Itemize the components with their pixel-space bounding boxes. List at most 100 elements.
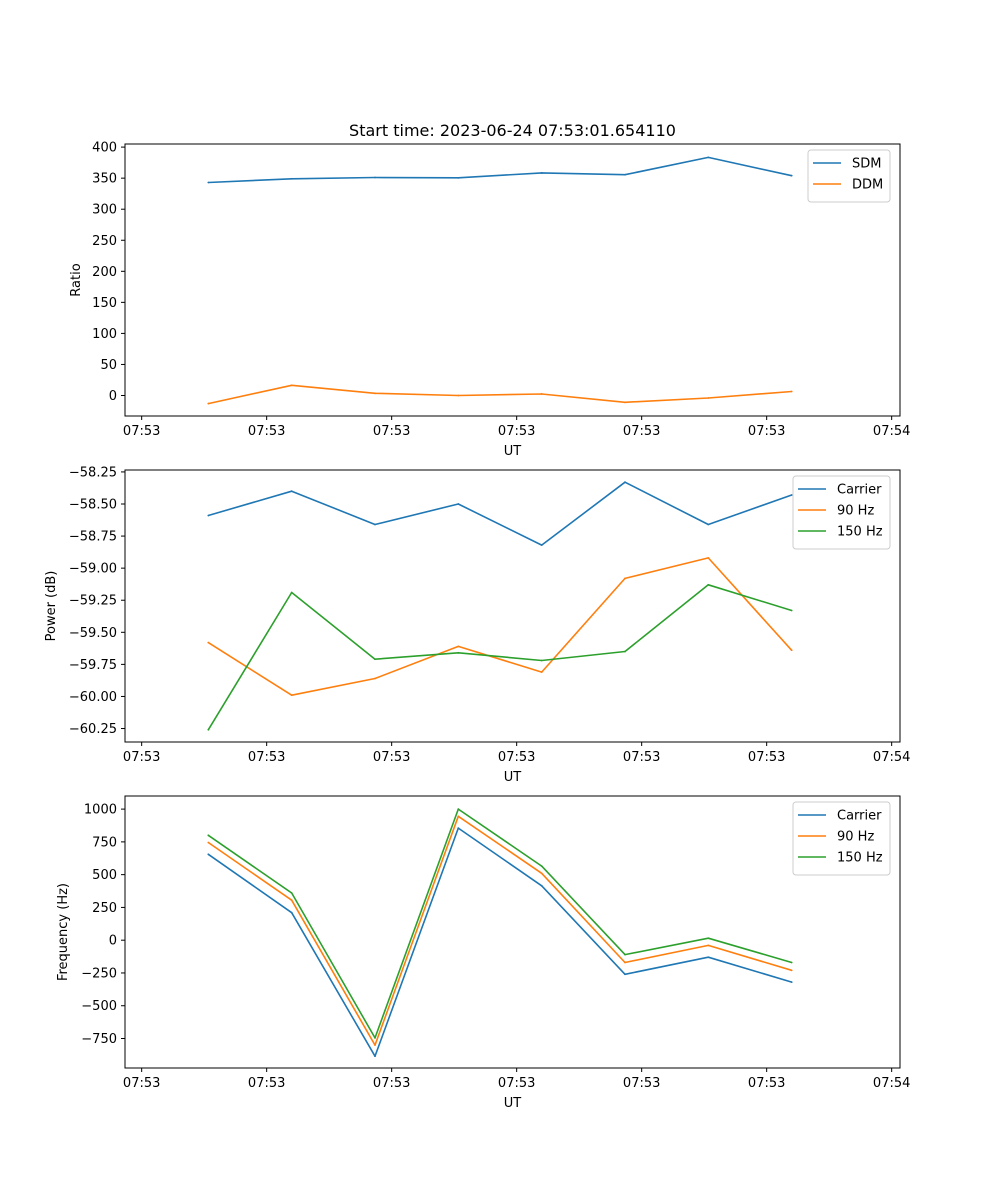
- data-point: [374, 658, 376, 661]
- y-tick-label: 200: [92, 265, 117, 280]
- data-point: [290, 892, 293, 894]
- data-point: [540, 865, 543, 868]
- x-tick-label: 07:53: [623, 750, 660, 765]
- x-tick-label: 07:53: [748, 1076, 785, 1091]
- data-point: [457, 394, 460, 397]
- data-point: [540, 671, 543, 673]
- plot-area-frame: [124, 795, 901, 1069]
- data-point: [707, 523, 710, 526]
- y-tick-label: 150: [92, 296, 117, 311]
- y-tick-label: 250: [92, 234, 117, 249]
- data-point: [457, 176, 460, 179]
- x-tick-label: 07:53: [373, 1076, 410, 1091]
- legend-entry-label: SDM: [852, 157, 881, 172]
- x-axis-label: UT: [504, 444, 522, 459]
- data-point: [207, 834, 210, 837]
- y-tick-label: −59.25: [69, 594, 117, 609]
- plot-area-frame: [124, 469, 901, 743]
- series-line-sdm: [208, 156, 792, 184]
- x-tick-label: 07:53: [498, 750, 535, 765]
- y-tick-label: 750: [92, 835, 117, 850]
- data-point: [707, 937, 710, 940]
- y-tick-label: −500: [81, 999, 117, 1014]
- series-line-ddm: [208, 384, 792, 405]
- legend-entry-label: 150 Hz: [837, 851, 883, 866]
- legend-entry-label: Carrier: [837, 809, 882, 824]
- chart-panel-1: 0 50 100 150 200 250 300 350 400 07:53 07:53 07:53 0…: [69, 141, 910, 459]
- x-tick-label: 07:53: [248, 1076, 285, 1091]
- x-tick-label: 07:53: [748, 424, 785, 439]
- y-tick-label: 350: [92, 172, 117, 187]
- data-point: [207, 853, 210, 856]
- data-point: [707, 944, 710, 947]
- data-point: [457, 815, 460, 818]
- y-tick-label: −60.00: [69, 690, 117, 705]
- data-point: [707, 583, 710, 586]
- data-point: [540, 884, 543, 887]
- data-point: [790, 981, 793, 984]
- y-tick-label: 0: [109, 934, 117, 949]
- series-line-150-hz: [207, 808, 792, 1039]
- legend-entry-label: DDM: [852, 178, 883, 193]
- legend-entry-label: 90 Hz: [837, 504, 874, 519]
- legend-entry-label: Carrier: [837, 483, 882, 498]
- data-point: [790, 494, 793, 496]
- series-line-carrier: [208, 481, 792, 546]
- data-point: [790, 390, 793, 393]
- data-point: [790, 609, 793, 612]
- data-point: [540, 872, 543, 875]
- y-tick-label: −59.75: [69, 658, 117, 673]
- x-tick-label: 07:53: [373, 750, 410, 765]
- data-point: [207, 841, 210, 844]
- data-point: [624, 577, 626, 580]
- data-point: [540, 393, 543, 395]
- chart-panel-2: −60.25 −60.00 −59.75 −59.50 −59.25 −59.00 −58.…: [44, 465, 910, 785]
- legend: Carrier 90 Hz 150 Hz: [792, 475, 891, 550]
- data-point: [790, 969, 793, 972]
- chart-panel-3: −750 −500 −250 0 250 500 750 1000 07:53 07:53 07:5…: [56, 795, 910, 1111]
- x-tick-label: 07:53: [248, 750, 285, 765]
- data-point: [624, 650, 626, 653]
- data-point: [457, 503, 460, 505]
- data-point: [374, 392, 376, 395]
- x-tick-label: 07:53: [498, 424, 535, 439]
- x-tick-label: 07:54: [873, 1076, 910, 1091]
- y-tick-label: −750: [81, 1032, 117, 1047]
- data-point: [540, 659, 543, 662]
- data-point: [374, 1036, 376, 1039]
- x-tick-label: 07:53: [623, 424, 660, 439]
- y-tick-label: −250: [81, 966, 117, 981]
- data-point: [207, 181, 210, 184]
- data-point: [457, 808, 460, 811]
- y-tick-label: 50: [100, 358, 117, 373]
- series-line-90-hz: [207, 557, 793, 697]
- x-tick-label: 07:53: [123, 1076, 160, 1091]
- legend-entry-label: 150 Hz: [837, 525, 883, 540]
- data-point: [207, 728, 210, 731]
- y-tick-label: −59.50: [69, 626, 117, 641]
- data-point: [540, 544, 543, 546]
- data-point: [290, 490, 293, 493]
- x-tick-label: 07:53: [123, 750, 160, 765]
- data-point: [290, 899, 293, 902]
- data-point: [707, 397, 710, 399]
- legend-entry-label: 90 Hz: [837, 830, 874, 845]
- x-tick-label: 07:53: [623, 1076, 660, 1091]
- data-point: [707, 556, 710, 559]
- data-point: [457, 645, 460, 648]
- x-tick-label: 07:53: [248, 424, 285, 439]
- x-tick-label: 07:54: [873, 750, 910, 765]
- data-point: [457, 651, 460, 654]
- data-point: [290, 384, 293, 387]
- data-point: [707, 956, 710, 959]
- y-tick-label: −59.00: [69, 562, 117, 577]
- x-axis-label: UT: [504, 1096, 522, 1111]
- data-point: [790, 649, 793, 652]
- data-point: [624, 953, 626, 956]
- plot-area-frame: [124, 143, 901, 417]
- x-tick-label: 07:53: [498, 1076, 535, 1091]
- data-point: [207, 641, 210, 644]
- y-axis-label: Power (dB): [44, 571, 59, 642]
- legend: SDM DDM: [807, 149, 891, 203]
